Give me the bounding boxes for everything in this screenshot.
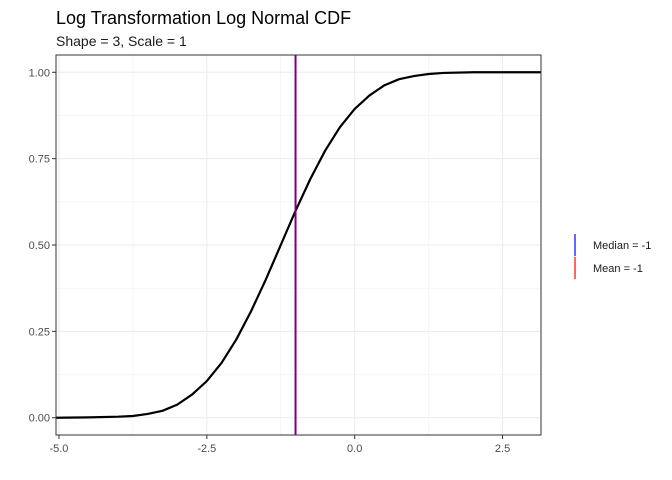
x-tick-label: 2.5 [495,443,510,455]
x-tick-label: 0.0 [347,443,362,455]
y-tick-label: 0.25 [29,326,50,338]
legend-label: Mean = -1 [593,263,643,275]
chart-title: Log Transformation Log Normal CDF [56,8,351,28]
x-axis: -5.0 -2.5 0.0 2.5 [49,435,510,455]
x-tick-label: -5.0 [49,443,68,455]
grid-minor [56,55,541,435]
y-axis: 0.00 0.25 0.50 0.75 1.00 [29,67,56,425]
y-tick-label: 0.00 [29,413,50,425]
plot-area [55,54,542,436]
legend-label: Median = -1 [593,240,651,252]
x-tick-label: -2.5 [197,443,216,455]
grid-major [56,55,541,435]
cdf-line [55,71,541,419]
y-tick-label: 0.75 [29,154,50,166]
y-tick-label: 1.00 [29,67,50,79]
legend: Median = -1 Mean = -1 [574,234,651,279]
y-tick-label: 0.50 [29,240,50,252]
chart-subtitle: Shape = 3, Scale = 1 [56,33,187,49]
series-layer [55,71,541,419]
